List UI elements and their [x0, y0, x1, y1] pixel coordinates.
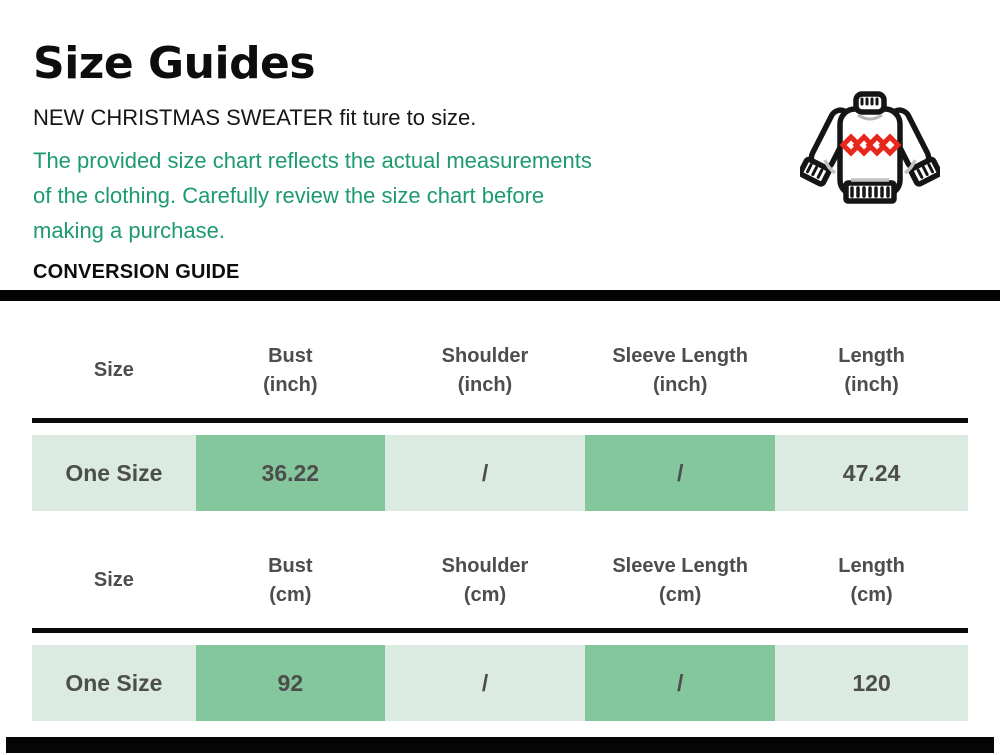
column-header-length: Length (inch) [838, 344, 905, 396]
table-row: One Size 92 / / 120 [32, 645, 968, 721]
page-title: Size Guides [33, 38, 316, 89]
christmas-sweater-icon [798, 88, 942, 223]
column-header-length: Length (cm) [838, 554, 905, 606]
cell-bust: 36.22 [195, 435, 385, 511]
sweater-icon-svg [798, 91, 942, 204]
size-table-inch: Size Bust (inch) Shoulder (inch) Sleeve … [32, 322, 968, 511]
cell-length: 47.24 [775, 435, 968, 511]
note-line-3: making a purchase. [33, 218, 225, 243]
header-rule [32, 628, 968, 633]
conversion-guide-label: CONVERSION GUIDE [33, 261, 240, 283]
cell-length: 120 [775, 645, 968, 721]
section-divider [0, 290, 1000, 301]
cell-sleeve-length: / [585, 645, 776, 721]
column-header-shoulder: Shoulder (cm) [441, 554, 529, 606]
size-table-cm: Size Bust (cm) Shoulder (cm) Sleeve Leng… [32, 532, 968, 721]
note-line-1: The provided size chart reflects the act… [33, 148, 592, 173]
column-header-bust: Bust (inch) [263, 344, 318, 396]
table-header-row: Size Bust (cm) Shoulder (cm) Sleeve Leng… [32, 532, 968, 628]
cell-bust: 92 [195, 645, 385, 721]
header-block: Size Guides NEW CHRISTMAS SWEATER fit tu… [33, 38, 773, 284]
column-header-bust: Bust (cm) [268, 554, 313, 606]
size-chart-note: The provided size chart reflects the act… [33, 143, 773, 248]
column-header-shoulder: Shoulder (inch) [441, 344, 529, 396]
note-line-2: of the clothing. Carefully review the si… [33, 183, 545, 208]
header-rule [32, 418, 968, 423]
column-header-size: Size [93, 569, 134, 591]
bottom-border-bar [6, 737, 994, 753]
cell-size: One Size [32, 435, 196, 511]
table-header-row: Size Bust (inch) Shoulder (inch) Sleeve … [32, 322, 968, 418]
table-row: One Size 36.22 / / 47.24 [32, 435, 968, 511]
fit-subtitle: NEW CHRISTMAS SWEATER fit ture to size. [33, 105, 477, 130]
cell-size: One Size [32, 645, 196, 721]
column-header-sleeve-length: Sleeve Length (cm) [612, 554, 748, 606]
cell-sleeve-length: / [585, 435, 776, 511]
cell-shoulder: / [384, 645, 586, 721]
column-header-sleeve-length: Sleeve Length (inch) [612, 344, 748, 396]
column-header-size: Size [93, 359, 134, 381]
cell-shoulder: / [384, 435, 586, 511]
